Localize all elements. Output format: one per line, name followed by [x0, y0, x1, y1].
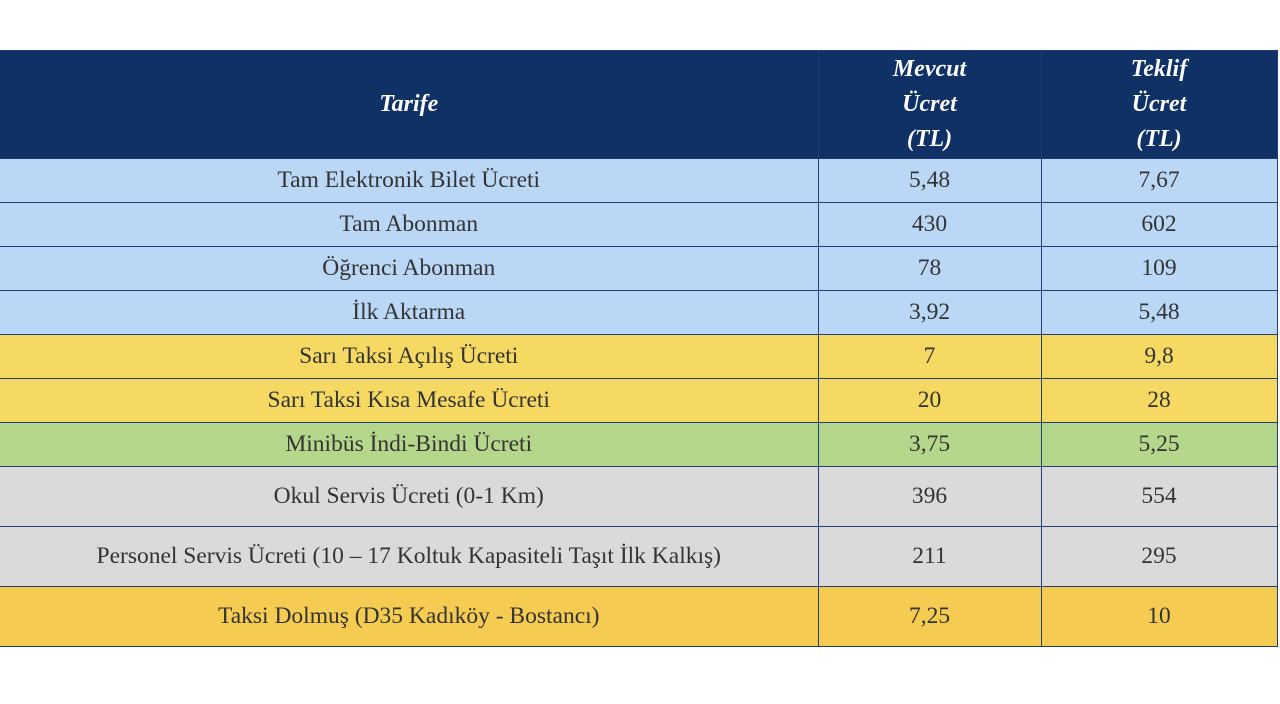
- header-row: Tarife Mevcut Ücret (TL) Teklif Ücret (T…: [0, 50, 1278, 159]
- table-row: Minibüs İndi-Bindi Ücreti 3,75 5,25: [0, 422, 1278, 467]
- header-current-line2: Ücret: [902, 91, 957, 117]
- tariff-name: Personel Servis Ücreti (10 – 17 Koltuk K…: [0, 526, 819, 587]
- tariff-name: Okul Servis Ücreti (0-1 Km): [0, 466, 819, 527]
- current-fee: 3,92: [817, 290, 1042, 335]
- current-fee: 211: [817, 526, 1042, 587]
- table-row: Taksi Dolmuş (D35 Kadıköy - Bostancı) 7,…: [0, 586, 1278, 647]
- proposed-fee: 109: [1040, 246, 1278, 291]
- proposed-fee: 28: [1040, 378, 1278, 423]
- proposed-fee: 10: [1040, 586, 1278, 647]
- header-current-fee: Mevcut Ücret (TL): [817, 50, 1042, 159]
- current-fee: 3,75: [817, 422, 1042, 467]
- tariff-name: Minibüs İndi-Bindi Ücreti: [0, 422, 819, 467]
- current-fee: 7: [817, 334, 1042, 379]
- proposed-fee: 7,67: [1040, 158, 1278, 203]
- proposed-fee: 5,25: [1040, 422, 1278, 467]
- tariff-name: İlk Aktarma: [0, 290, 819, 335]
- tariff-name: Sarı Taksi Kısa Mesafe Ücreti: [0, 378, 819, 423]
- header-current-line3: (TL): [906, 126, 953, 152]
- current-fee: 78: [817, 246, 1042, 291]
- proposed-fee: 554: [1040, 466, 1278, 527]
- table-row: Tam Abonman 430 602: [0, 202, 1278, 247]
- tariff-name: Tam Abonman: [0, 202, 819, 247]
- tariff-name: Tam Elektronik Bilet Ücreti: [0, 158, 819, 203]
- current-fee: 396: [817, 466, 1042, 527]
- header-proposed-fee: Teklif Ücret (TL): [1040, 50, 1278, 159]
- table-row: Sarı Taksi Açılış Ücreti 7 9,8: [0, 334, 1278, 379]
- proposed-fee: 295: [1040, 526, 1278, 587]
- table-row: Sarı Taksi Kısa Mesafe Ücreti 20 28: [0, 378, 1278, 423]
- proposed-fee: 5,48: [1040, 290, 1278, 335]
- table-row: Tam Elektronik Bilet Ücreti 5,48 7,67: [0, 158, 1278, 203]
- table-row: Personel Servis Ücreti (10 – 17 Koltuk K…: [0, 526, 1278, 587]
- header-proposed-line2: Ücret: [1131, 91, 1187, 117]
- current-fee: 5,48: [817, 158, 1042, 203]
- header-proposed-line3: (TL): [1136, 126, 1182, 152]
- tariff-name: Taksi Dolmuş (D35 Kadıköy - Bostancı): [0, 586, 819, 647]
- table-row: Okul Servis Ücreti (0-1 Km) 396 554: [0, 466, 1278, 527]
- proposed-fee: 9,8: [1040, 334, 1278, 379]
- current-fee: 20: [817, 378, 1042, 423]
- header-proposed-line1: Teklif: [1130, 56, 1188, 82]
- header-tariff: Tarife: [0, 50, 819, 159]
- tariff-table: Tarife Mevcut Ücret (TL) Teklif Ücret (T…: [0, 50, 1278, 647]
- header-current-line1: Mevcut: [892, 56, 967, 82]
- table-row: Öğrenci Abonman 78 109: [0, 246, 1278, 291]
- proposed-fee: 602: [1040, 202, 1278, 247]
- table-row: İlk Aktarma 3,92 5,48: [0, 290, 1278, 335]
- tariff-name: Sarı Taksi Açılış Ücreti: [0, 334, 819, 379]
- current-fee: 430: [817, 202, 1042, 247]
- current-fee: 7,25: [817, 586, 1042, 647]
- tariff-name: Öğrenci Abonman: [0, 246, 819, 291]
